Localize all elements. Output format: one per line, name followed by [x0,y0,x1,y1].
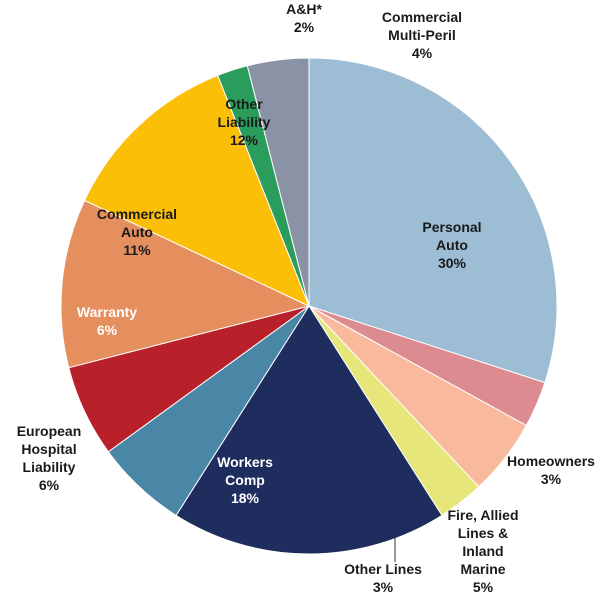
slice-name-label: Fire, Allied [447,507,518,523]
slice-value-label: 18% [231,490,260,506]
slice-value-label: 3% [373,579,394,595]
slice-value-label: 6% [97,322,118,338]
slice-label-fire-allied-lines-inland-marine: Fire, Allied Lines & Inland Marine 5% [447,507,518,595]
slice-label-european-hospital-liability: European Hospital Liability 6% [17,423,82,493]
slice-label-workers-comp: Workers Comp 18% [217,454,273,506]
slice-name-label: Other [225,96,263,112]
slice-name-label: Homeowners [507,453,595,469]
slice-name-label: Personal [422,219,481,235]
slice-labels: Personal Auto 30% Homeowners 3% Fire, Allied L… [17,1,595,595]
slice-label-commercial-auto: Commercial Auto 11% [97,206,177,258]
slice-label-other-lines: Other Lines 3% [344,561,422,595]
pie-slices [60,57,558,555]
slice-name-label: Multi-Peril [388,27,456,43]
pie-slice-personal-auto [308,57,558,384]
slice-value-label: 4% [412,45,433,61]
slice-label-other-liability: Other Liability 12% [218,96,271,148]
slice-name-label: Comp [225,472,265,488]
slice-name-label: Warranty [77,304,137,320]
pie-slice-commercial-multi-peril [246,57,310,307]
slice-label-a-h: A&H* 2% [286,1,322,35]
slice-name-label: Auto [436,237,468,253]
slice-name-label: Liability [23,459,76,475]
slice-value-label: 11% [123,242,151,258]
slice-name-label: Marine [460,561,505,577]
slice-label-personal-auto: Personal Auto 30% [422,219,481,271]
slice-value-label: 30% [438,255,467,271]
pie-slice-workers-comp [175,305,443,555]
slice-name-label: Auto [121,224,153,240]
slice-name-label: A&H* [286,1,322,17]
slice-name-label: Inland [462,543,503,559]
pie-slice-other-liability [83,74,310,307]
slice-name-label: Other Lines [344,561,422,577]
pie-slice-commercial-auto [60,199,311,369]
slice-name-label: Hospital [21,441,76,457]
slice-label-commercial-multi-peril: Commercial Multi-Peril 4% [382,9,462,61]
slice-name-label: Commercial [382,9,462,25]
slice-name-label: Liability [218,114,271,130]
slice-name-label: Lines & [458,525,509,541]
slice-label-warranty: Warranty 6% [77,304,137,338]
slice-value-label: 3% [541,471,562,487]
slice-name-label: Workers [217,454,273,470]
slice-name-label: European [17,423,82,439]
slice-value-label: 5% [473,579,494,595]
slice-value-label: 6% [39,477,60,493]
slice-name-label: Commercial [97,206,177,222]
slice-value-label: 12% [230,132,259,148]
slice-value-label: 2% [294,19,315,35]
slice-label-homeowners: Homeowners 3% [507,453,595,487]
